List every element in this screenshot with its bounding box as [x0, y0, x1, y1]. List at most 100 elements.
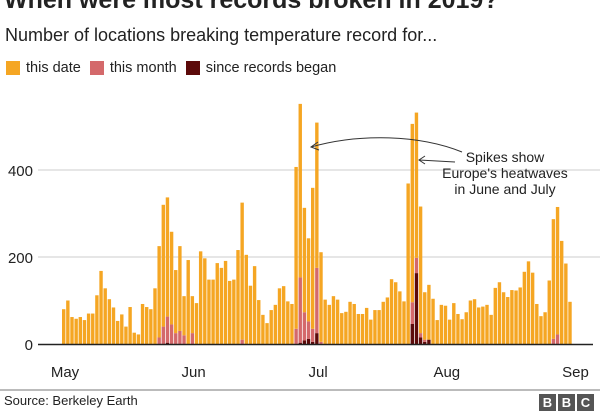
bar-this-date	[165, 197, 170, 317]
bar-this-date	[124, 326, 128, 344]
bar-this-month	[190, 333, 195, 344]
bar-this-date	[348, 301, 352, 344]
bar-this-date	[157, 246, 161, 338]
bar-this-date	[281, 286, 286, 344]
bar-this-date	[290, 303, 294, 344]
annotation: Spikes show Europe's heatwaves in June a…	[309, 137, 568, 197]
bar-this-date	[555, 206, 560, 335]
bar-this-month	[157, 337, 161, 344]
bar-this-date	[140, 303, 145, 344]
bar-this-date	[485, 304, 489, 344]
footer-divider	[0, 389, 600, 391]
bar-since-records-began	[423, 341, 427, 344]
bar-this-date	[78, 317, 82, 344]
bar-this-date	[169, 231, 174, 325]
bar-this-date	[340, 313, 344, 344]
bar-since-records-began	[427, 339, 431, 344]
bar-this-date	[252, 266, 257, 344]
bar-this-date	[414, 112, 419, 258]
logo-letter: C	[577, 394, 594, 411]
legend-label: this date	[26, 60, 81, 76]
bar-this-month	[298, 277, 302, 343]
legend-item-this-date: this date	[6, 60, 81, 76]
bar-this-date	[535, 303, 539, 344]
bar-this-date	[115, 320, 120, 344]
legend-item-this-month: this month	[89, 60, 177, 76]
bar-this-date	[443, 305, 448, 344]
bar-this-date	[385, 297, 390, 344]
bar-this-date	[489, 314, 493, 344]
bar-this-date	[356, 313, 361, 344]
bar-this-month	[302, 312, 307, 341]
bar-this-date	[211, 279, 215, 344]
bar-this-date	[86, 313, 91, 344]
bar-this-date	[514, 290, 518, 344]
bar-this-date	[198, 251, 203, 344]
bar-chart: 0 200 400 May Jun Jul Aug Sep Spikes show Euro…	[8, 103, 600, 381]
bar-this-date	[149, 309, 153, 344]
bar-this-date	[402, 301, 406, 344]
annotation-line-3: in June and July	[454, 181, 555, 197]
bar-this-date	[306, 238, 311, 322]
bar-this-date	[497, 282, 502, 344]
bar-this-date	[423, 292, 427, 340]
bar-this-date	[319, 252, 323, 342]
bar-this-month	[315, 267, 319, 334]
x-tick-label: Jun	[182, 364, 206, 381]
bar-this-month	[410, 302, 414, 324]
bar-this-month	[306, 321, 311, 339]
bar-this-date	[406, 183, 410, 344]
bar-this-date	[161, 204, 165, 327]
annotation-line-2: Europe's heatwaves	[442, 165, 568, 181]
bar-this-date	[132, 332, 136, 344]
x-tick-label: Jul	[309, 364, 328, 381]
bar-this-date	[178, 246, 182, 331]
bar-this-date	[568, 301, 572, 344]
bar-this-date	[501, 292, 506, 344]
bar-this-date	[107, 299, 112, 344]
bar-this-month	[165, 316, 170, 343]
bar-this-date	[248, 285, 253, 344]
annotation-arrowhead-july	[418, 155, 426, 165]
bar-this-date	[377, 310, 381, 344]
bar-this-month	[240, 339, 244, 344]
bar-this-date	[269, 310, 273, 344]
bar-this-date	[240, 202, 244, 340]
legend-label: this month	[109, 60, 177, 76]
bar-this-date	[464, 312, 468, 344]
bar-this-date	[369, 319, 373, 344]
bar-this-date	[543, 312, 547, 344]
bar-this-month	[311, 328, 315, 342]
bar-since-records-began	[418, 337, 423, 344]
bar-this-date	[286, 301, 290, 344]
bar-this-date	[398, 291, 402, 344]
bar-this-date	[294, 166, 298, 329]
bar-since-records-began	[414, 273, 419, 344]
y-tick-label: 400	[8, 163, 33, 180]
annotation-line-1: Spikes show	[466, 149, 545, 165]
bar-this-date	[232, 279, 236, 344]
bar-this-date	[564, 263, 568, 344]
x-tick-label: May	[51, 364, 80, 381]
bar-this-date	[120, 314, 124, 344]
bar-this-date	[182, 296, 186, 336]
bar-this-date	[223, 260, 228, 344]
bar-this-date	[190, 296, 195, 334]
chart-subtitle: Number of locations breaking temperature…	[5, 25, 438, 45]
bar-this-date	[95, 295, 99, 344]
bar-this-date	[560, 240, 564, 344]
bar-this-date	[468, 300, 473, 344]
bar-this-date	[418, 206, 423, 334]
bar-since-records-began	[315, 333, 319, 344]
legend-label: since records began	[205, 60, 337, 76]
bar-this-date	[364, 307, 369, 344]
bar-this-date	[265, 323, 269, 344]
bar-this-date	[136, 334, 141, 344]
bar-this-month	[555, 334, 560, 344]
bar-this-month	[174, 333, 178, 344]
bar-this-date	[547, 280, 551, 344]
bar-this-date	[460, 319, 464, 344]
annotation-arrow-july	[418, 159, 456, 163]
bar-this-date	[219, 267, 224, 344]
bar-this-date	[435, 320, 439, 344]
